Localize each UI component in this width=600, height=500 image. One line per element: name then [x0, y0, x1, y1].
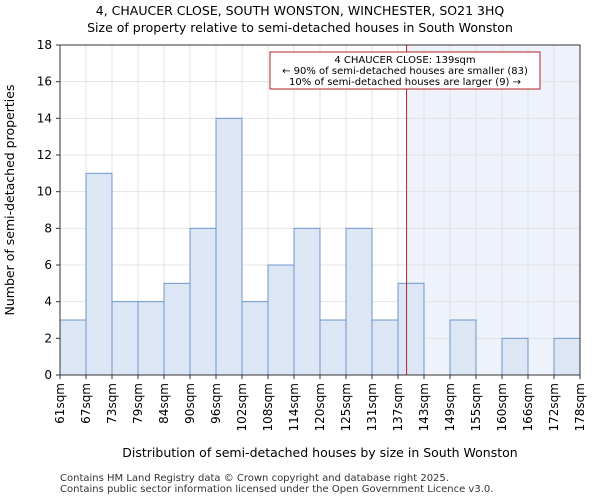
- histogram-bar: [267, 264, 295, 376]
- x-tick-label: 131sqm: [365, 383, 379, 431]
- histogram-bar: [111, 301, 139, 376]
- y-tick-label: 8: [44, 221, 52, 235]
- y-axis-label: Number of semi-detached properties: [2, 85, 17, 316]
- x-tick-label: 137sqm: [391, 383, 405, 431]
- annotation-smaller-share: ← 90% of semi-detached houses are smalle…: [282, 66, 528, 77]
- histogram-bar: [319, 319, 347, 376]
- x-tick-label: 178sqm: [573, 383, 587, 431]
- y-tick-label: 4: [44, 295, 52, 309]
- histogram-bar: [371, 319, 399, 376]
- histogram-bar: [293, 227, 321, 376]
- annotation-larger-share: 10% of semi-detached houses are larger (…: [289, 77, 521, 88]
- histogram-bar: [85, 172, 113, 376]
- histogram-bar: [345, 227, 373, 376]
- x-tick-label: 96sqm: [209, 383, 223, 424]
- x-tick-label: 149sqm: [443, 383, 457, 431]
- x-tick-label: 102sqm: [235, 383, 249, 431]
- x-tick-label: 108sqm: [261, 383, 275, 431]
- x-tick-label: 79sqm: [131, 383, 145, 424]
- y-tick-label: 2: [44, 331, 52, 345]
- y-tick-label: 6: [44, 258, 52, 272]
- annotation-box: [269, 51, 541, 90]
- x-tick-label: 114sqm: [287, 383, 301, 431]
- histogram-bar: [215, 117, 243, 376]
- y-tick-label: 16: [37, 75, 52, 89]
- x-tick-label: 160sqm: [495, 383, 509, 431]
- x-tick-label: 125sqm: [339, 383, 353, 431]
- y-tick-label: 10: [37, 185, 52, 199]
- x-tick-label: 166sqm: [521, 383, 535, 431]
- footer-licence: Contains public sector information licen…: [60, 484, 494, 495]
- x-tick-label: 155sqm: [469, 383, 483, 431]
- chart-subtitle: Size of property relative to semi-detach…: [87, 20, 513, 35]
- x-tick-label: 61sqm: [53, 383, 67, 424]
- histogram-bar: [397, 282, 425, 376]
- histogram-bar: [241, 301, 269, 376]
- x-tick-label: 73sqm: [105, 383, 119, 424]
- x-tick-label: 84sqm: [157, 383, 171, 424]
- annotation-property-size: 4 CHAUCER CLOSE: 139sqm: [334, 55, 475, 66]
- histogram-bar: [501, 337, 529, 376]
- larger-region-shade: [406, 45, 580, 375]
- histogram-bar: [449, 319, 477, 376]
- chart-title-address: 4, CHAUCER CLOSE, SOUTH WONSTON, WINCHES…: [95, 3, 505, 18]
- x-tick-label: 90sqm: [183, 383, 197, 424]
- histogram-bar: [137, 301, 165, 376]
- x-tick-label: 120sqm: [313, 383, 327, 431]
- y-tick-label: 12: [37, 148, 52, 162]
- y-tick-label: 0: [44, 368, 52, 382]
- histogram-bar: [553, 337, 581, 376]
- histogram-bar: [163, 282, 191, 376]
- y-tick-label: 14: [37, 111, 52, 125]
- x-tick-label: 143sqm: [417, 383, 431, 431]
- x-axis-label: Distribution of semi-detached houses by …: [122, 445, 517, 460]
- x-tick-label: 172sqm: [547, 383, 561, 431]
- histogram-bar: [189, 227, 217, 376]
- y-tick-label: 18: [37, 38, 52, 52]
- footer-copyright: Contains HM Land Registry data © Crown c…: [60, 473, 449, 484]
- x-tick-label: 67sqm: [79, 383, 93, 424]
- histogram-bar: [59, 319, 87, 376]
